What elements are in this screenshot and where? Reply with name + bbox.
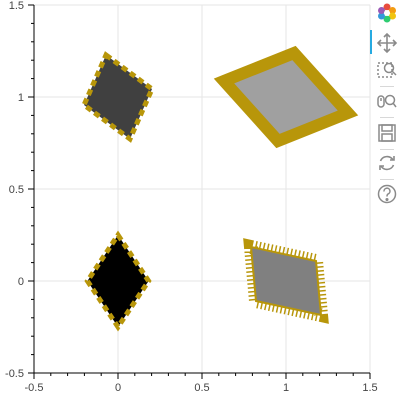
y-tick-label: -0.5	[5, 368, 24, 380]
diamond-marker	[251, 247, 321, 315]
x-tick-label: 1	[283, 382, 289, 394]
toolbar-separator	[380, 117, 394, 118]
wheel-zoom-icon[interactable]	[376, 90, 398, 112]
diamond-marker-shape	[224, 53, 348, 141]
axes: -0.5 0 0.5 1 1.5-0.500.511.5	[5, 0, 378, 394]
diamond-marker	[224, 53, 348, 141]
toolbar-separator	[380, 149, 394, 150]
y-tick-label: 1.5	[9, 0, 24, 12]
diamond-marker	[84, 55, 152, 139]
help-icon[interactable]	[376, 183, 398, 205]
grid-lines	[34, 5, 370, 373]
x-tick-label: 0	[115, 382, 121, 394]
bokeh-logo-icon[interactable]	[376, 2, 398, 24]
y-tick-label: 1	[18, 92, 24, 104]
reset-icon[interactable]	[376, 152, 398, 174]
active-tool-indicator	[370, 30, 372, 54]
x-tick-label: -0.5	[25, 382, 44, 394]
save-icon[interactable]	[376, 122, 398, 144]
diamond-marker	[87, 235, 148, 327]
y-tick-label: 0.5	[9, 184, 24, 196]
pan-icon[interactable]	[376, 32, 398, 54]
data-markers	[84, 53, 348, 327]
diamond-marker-shape	[87, 235, 148, 327]
toolbar	[370, 0, 400, 400]
y-tick-label: 0	[18, 276, 24, 288]
toolbar-separator	[380, 86, 394, 87]
toolbar-separator	[380, 179, 394, 180]
diamond-marker-shape	[84, 55, 152, 139]
x-tick-label: 0.5	[194, 382, 209, 394]
box-zoom-icon[interactable]	[376, 59, 398, 81]
